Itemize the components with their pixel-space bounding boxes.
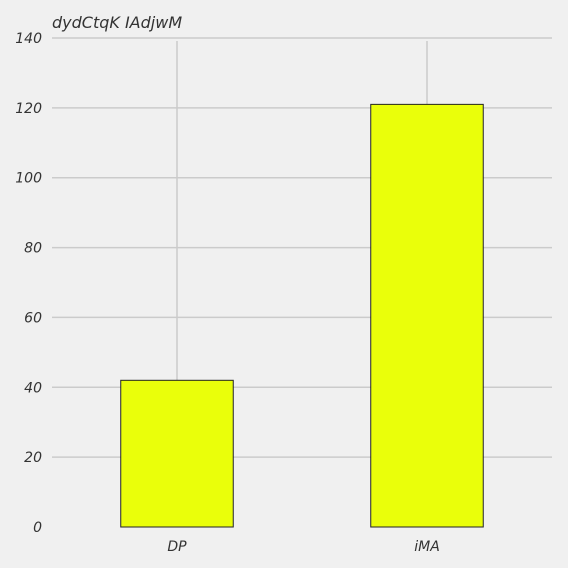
x-tick-label: iMA [414, 539, 440, 555]
y-tick-label: 60 [24, 310, 42, 326]
y-tick-label: 100 [15, 171, 42, 187]
y-tick-label: 0 [33, 520, 42, 536]
y-tick-label: 140 [15, 31, 42, 47]
y-axis-ticks: 0 20 40 60 80 100 120 140 [15, 31, 42, 536]
bar-iMA [370, 103, 484, 528]
x-axis-ticks: DP iMA [167, 539, 439, 555]
bars [120, 103, 484, 528]
y-tick-label: 40 [24, 380, 42, 396]
chart-title: dydCtqK IAdjwM [52, 13, 182, 32]
bar-DP [120, 379, 234, 528]
y-tick-label: 120 [15, 101, 42, 117]
y-tick-label: 80 [24, 241, 42, 257]
x-tick-label: DP [167, 539, 187, 555]
y-tick-label: 20 [24, 450, 42, 466]
